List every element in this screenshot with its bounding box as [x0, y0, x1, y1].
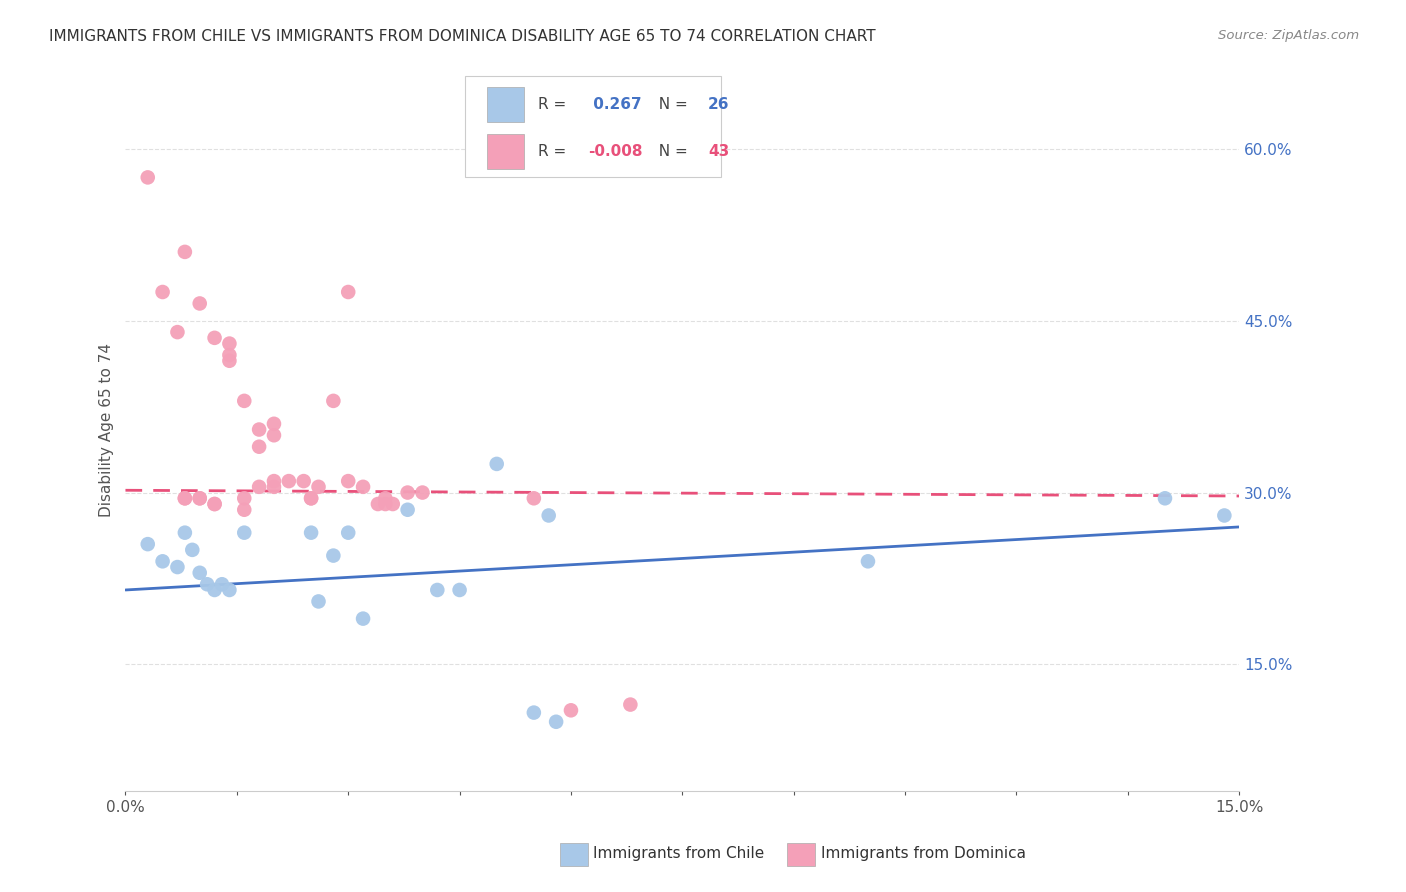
Text: IMMIGRANTS FROM CHILE VS IMMIGRANTS FROM DOMINICA DISABILITY AGE 65 TO 74 CORREL: IMMIGRANTS FROM CHILE VS IMMIGRANTS FROM…: [49, 29, 876, 45]
Point: [233, 525, 256, 540]
Point: [352, 612, 374, 626]
FancyBboxPatch shape: [465, 76, 721, 177]
Point: [204, 582, 226, 597]
Point: [218, 582, 240, 597]
Point: [263, 480, 285, 494]
Point: [523, 706, 546, 720]
Point: [152, 554, 174, 568]
FancyBboxPatch shape: [488, 134, 524, 169]
Point: [188, 296, 211, 310]
Text: Immigrants from Chile: Immigrants from Chile: [593, 847, 765, 861]
Point: [449, 582, 471, 597]
Text: 43: 43: [709, 144, 730, 159]
Point: [218, 336, 240, 351]
Point: [292, 474, 315, 488]
Point: [619, 698, 641, 712]
Text: Immigrants from Dominica: Immigrants from Dominica: [821, 847, 1026, 861]
Point: [233, 491, 256, 506]
Point: [396, 485, 419, 500]
Text: Source: ZipAtlas.com: Source: ZipAtlas.com: [1219, 29, 1360, 43]
Point: [546, 714, 568, 729]
Text: N =: N =: [650, 97, 693, 112]
Text: 26: 26: [709, 97, 730, 112]
Point: [188, 566, 211, 580]
Point: [204, 497, 226, 511]
Point: [277, 474, 299, 488]
Point: [218, 348, 240, 362]
Point: [299, 525, 322, 540]
Point: [195, 577, 218, 591]
Point: [166, 560, 188, 574]
Text: 0.267: 0.267: [588, 97, 641, 112]
Point: [204, 497, 226, 511]
Point: [396, 502, 419, 516]
Point: [299, 491, 322, 506]
Text: R =: R =: [537, 97, 571, 112]
Point: [152, 285, 174, 299]
Point: [485, 457, 508, 471]
Point: [173, 525, 195, 540]
Point: [263, 428, 285, 442]
Point: [247, 440, 270, 454]
Text: R =: R =: [537, 144, 571, 159]
Point: [166, 325, 188, 339]
Point: [136, 537, 159, 551]
Point: [374, 491, 396, 506]
Point: [322, 549, 344, 563]
Point: [263, 417, 285, 431]
Text: N =: N =: [650, 144, 693, 159]
Point: [337, 285, 360, 299]
Point: [560, 703, 582, 717]
Point: [537, 508, 560, 523]
Point: [247, 423, 270, 437]
Point: [136, 170, 159, 185]
Point: [426, 582, 449, 597]
Point: [233, 502, 256, 516]
Point: [233, 393, 256, 408]
Point: [856, 554, 879, 568]
Point: [411, 485, 433, 500]
FancyBboxPatch shape: [488, 87, 524, 122]
Point: [299, 491, 322, 506]
Point: [1154, 491, 1177, 506]
Point: [381, 497, 404, 511]
Point: [181, 542, 204, 557]
Point: [523, 491, 546, 506]
Point: [218, 353, 240, 368]
Point: [337, 474, 360, 488]
Point: [367, 497, 389, 511]
Point: [188, 491, 211, 506]
Point: [308, 480, 330, 494]
Point: [188, 491, 211, 506]
Point: [204, 331, 226, 345]
Point: [1213, 508, 1236, 523]
Point: [337, 525, 360, 540]
Point: [211, 577, 233, 591]
Point: [173, 491, 195, 506]
Point: [374, 497, 396, 511]
Point: [173, 491, 195, 506]
Point: [173, 244, 195, 259]
Y-axis label: Disability Age 65 to 74: Disability Age 65 to 74: [100, 343, 114, 516]
Point: [263, 474, 285, 488]
Point: [247, 480, 270, 494]
Point: [322, 393, 344, 408]
Point: [352, 480, 374, 494]
Point: [308, 594, 330, 608]
Text: -0.008: -0.008: [588, 144, 643, 159]
